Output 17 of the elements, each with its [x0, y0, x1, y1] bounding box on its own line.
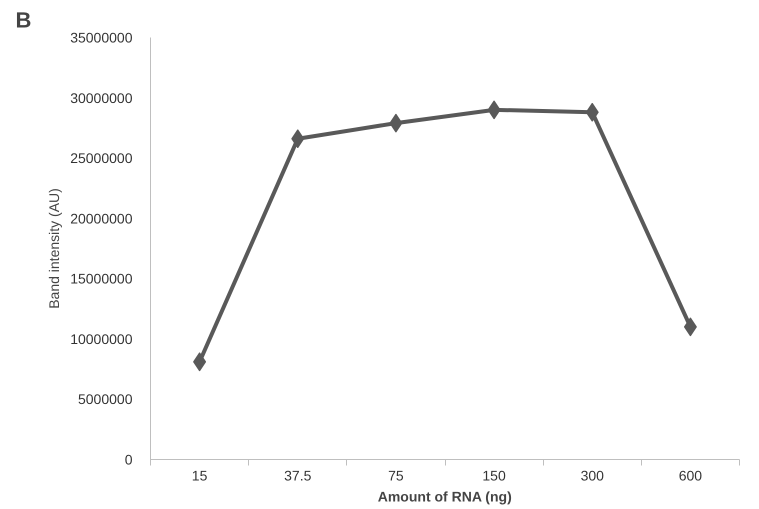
text: B — [16, 8, 32, 32]
y-tick-label: 25000000 — [70, 150, 133, 166]
x-tick-label: 150 — [482, 468, 506, 484]
x-tick-label: 600 — [678, 468, 702, 484]
x-axis-title: Amount of RNA (ng) — [378, 488, 512, 504]
y-tick-label: 15000000 — [70, 270, 133, 287]
x-tick-label: 15 — [192, 468, 208, 484]
y-tick-label: 30000000 — [70, 90, 133, 106]
y-tick-label: 10000000 — [70, 330, 133, 347]
x-tick-label: 300 — [580, 468, 604, 484]
x-tick-label: 75 — [388, 468, 404, 484]
y-axis-title: Band intensity (AU) — [46, 188, 62, 309]
y-tick-label: 20000000 — [70, 210, 133, 226]
y-tick-label: 35000000 — [70, 30, 133, 46]
y-tick-label: 0 — [124, 452, 133, 468]
y-tick-label: 5000000 — [78, 391, 133, 408]
x-tick-label: 37.5 — [284, 468, 312, 484]
